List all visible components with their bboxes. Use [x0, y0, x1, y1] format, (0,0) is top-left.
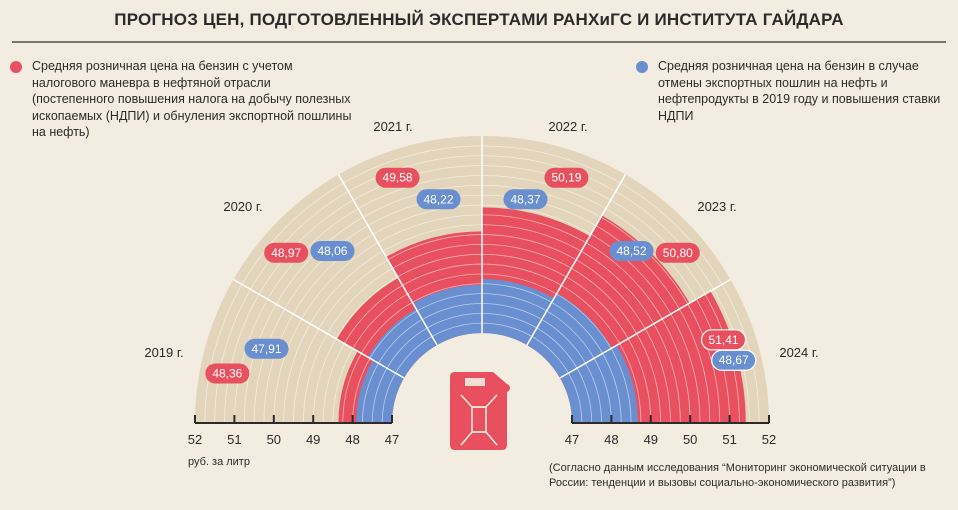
- label-pill: [711, 349, 757, 371]
- legend-blue-text: Средняя розничная цена на бензин в случа…: [658, 59, 941, 123]
- label-pill: [244, 338, 289, 359]
- tick-label: 50: [267, 432, 281, 447]
- red-dot-icon: [10, 61, 22, 73]
- label-red: 51,41: [700, 329, 747, 351]
- bar-blue: [412, 284, 482, 346]
- label-pill: [609, 241, 654, 262]
- page-title: ПРОГНОЗ ЦЕН, ПОДГОТОВЛЕННЫЙ ЭКСПЕРТАМИ Р…: [114, 10, 844, 29]
- value-label: 51,41: [709, 333, 739, 347]
- tick-label: 47: [385, 432, 399, 447]
- legend-red: Средняя розничная цена на бензин с учето…: [10, 58, 352, 141]
- bar-blue: [527, 293, 612, 378]
- label-pill: [544, 167, 589, 188]
- legend-blue: Средняя розничная цена на бензин в случа…: [636, 58, 958, 124]
- value-label: 50,80: [663, 246, 693, 260]
- label-pill: [310, 241, 355, 262]
- tick-label: 52: [762, 432, 776, 447]
- year-label: 2023 г.: [697, 199, 736, 214]
- value-label: 50,19: [551, 171, 581, 185]
- year-label: 2021 г.: [373, 119, 412, 134]
- fuel-canister-icon: [450, 372, 510, 450]
- tick-label: 52: [188, 432, 202, 447]
- bar-blue: [367, 308, 437, 378]
- tick-label: 48: [345, 432, 359, 447]
- tick-label: 51: [722, 432, 736, 447]
- label-blue: 48,06: [310, 241, 355, 262]
- value-label: 48,36: [212, 367, 242, 381]
- label-blue: 48,52: [609, 241, 654, 262]
- value-label: 49,58: [383, 171, 413, 185]
- legend-red-text: Средняя розничная цена на бензин с учето…: [32, 59, 352, 139]
- tick-label: 50: [683, 432, 697, 447]
- bar-blue: [356, 360, 405, 423]
- year-label: 2022 г.: [548, 119, 587, 134]
- unit-label: руб. за литр: [188, 456, 250, 468]
- label-pill: [416, 189, 461, 210]
- label-red: 48,97: [264, 242, 309, 263]
- label-blue: 48,67: [711, 349, 757, 371]
- sector-divider: [233, 278, 405, 379]
- year-label: 2020 г.: [223, 199, 262, 214]
- bar-blue: [559, 345, 638, 423]
- label-red: 50,80: [655, 242, 700, 263]
- year-label: 2024 г.: [779, 345, 818, 360]
- sector-divider: [559, 278, 731, 379]
- tick-label: 49: [644, 432, 658, 447]
- value-label: 48,67: [719, 353, 749, 367]
- value-label: 48,37: [510, 192, 540, 206]
- label-blue: 48,37: [503, 189, 548, 210]
- value-label: 48,97: [271, 246, 301, 260]
- label-red: 48,36: [205, 363, 250, 384]
- label-pill: [503, 189, 548, 210]
- label-pill: [264, 242, 309, 263]
- value-label: 47,91: [252, 342, 282, 356]
- label-red: 50,19: [544, 167, 589, 188]
- source-note: (Согласно данным исследования “Мониторин…: [549, 462, 926, 489]
- blue-dot-icon: [636, 61, 648, 73]
- tick-label: 48: [604, 432, 618, 447]
- label-pill: [375, 167, 420, 188]
- label-pill: [205, 363, 250, 384]
- value-label: 48,06: [317, 244, 347, 258]
- tick-label: 47: [565, 432, 579, 447]
- label-red: 49,58: [375, 167, 420, 188]
- title-divider: [12, 41, 946, 43]
- tick-label: 49: [306, 432, 320, 447]
- value-label: 48,52: [617, 244, 647, 258]
- year-label: 2019 г.: [144, 345, 183, 360]
- sector-divider: [526, 174, 627, 346]
- label-blue: 48,22: [416, 189, 461, 210]
- value-label: 48,22: [423, 192, 453, 206]
- label-pill: [655, 242, 700, 263]
- sector-divider: [337, 174, 438, 346]
- tick-label: 51: [227, 432, 241, 447]
- label-blue: 47,91: [244, 338, 289, 359]
